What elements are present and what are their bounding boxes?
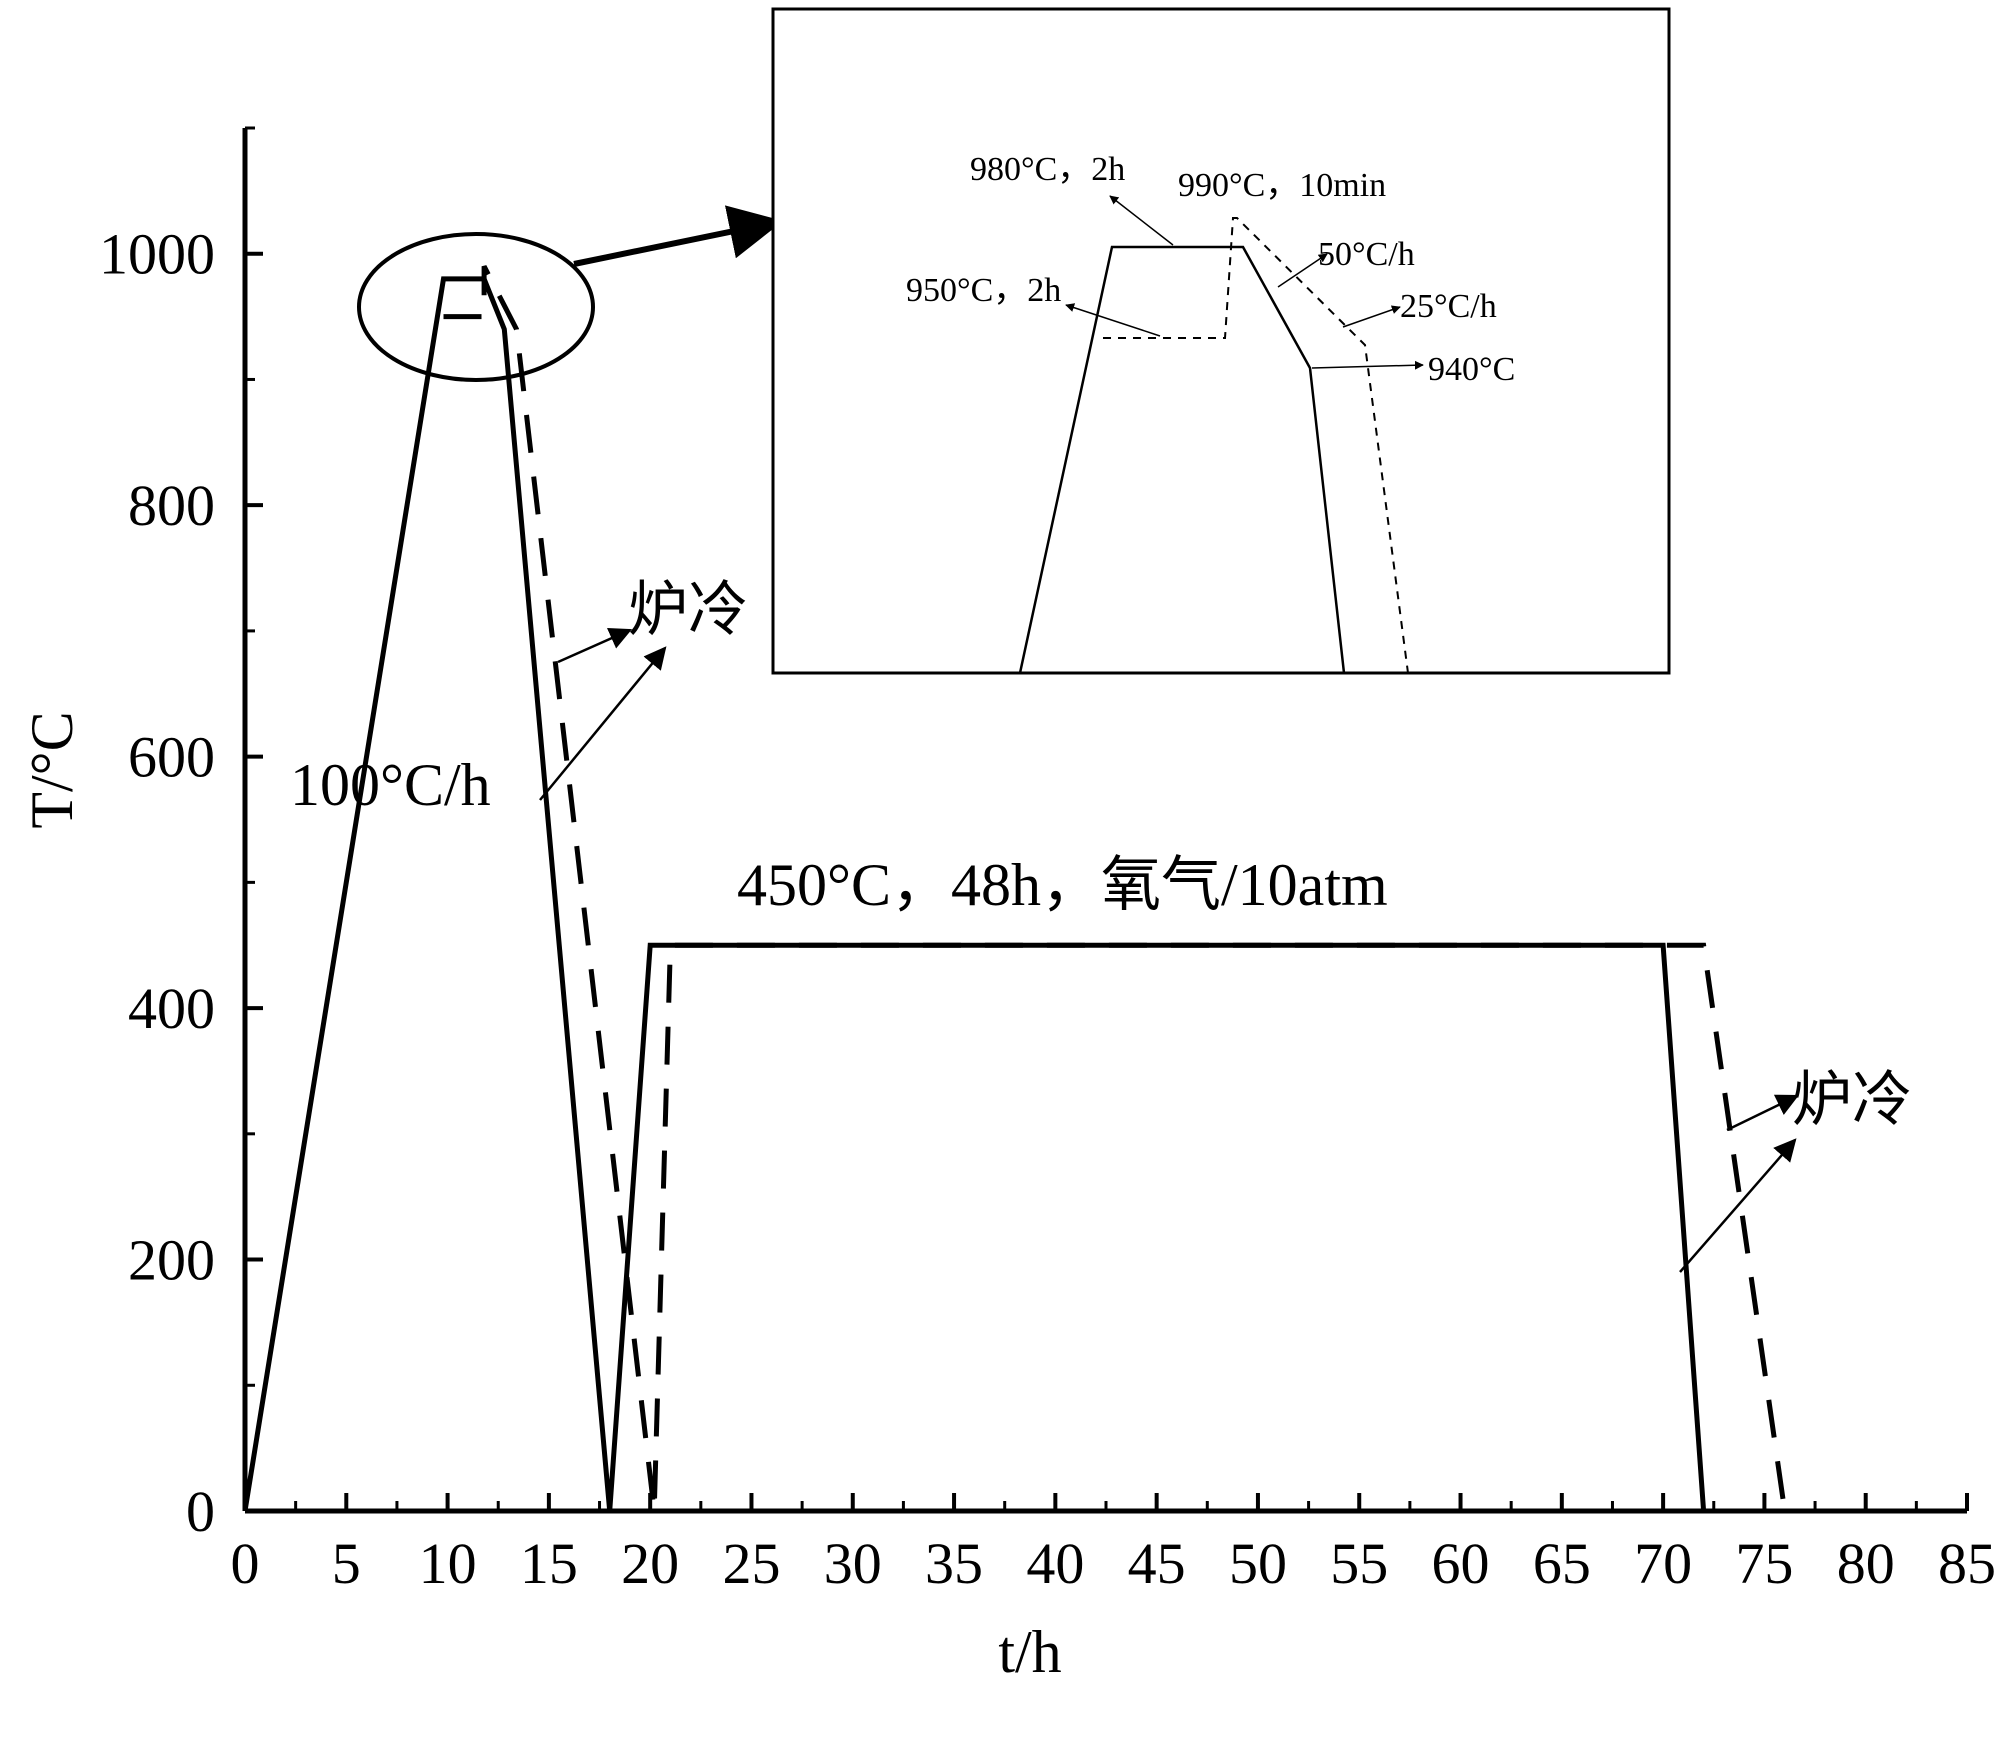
x-tick-label: 15	[520, 1531, 578, 1596]
x-tick-label: 20	[621, 1531, 679, 1596]
annotation-arrows	[539, 627, 1800, 1273]
x-tick-label: 70	[1634, 1531, 1692, 1596]
x-tick-label: 35	[925, 1531, 983, 1596]
y-tick-label: 1000	[99, 222, 215, 287]
zoom-pointer-arrow	[573, 205, 784, 267]
y-tick-label: 200	[128, 1228, 215, 1293]
furnace-cool-2-arrow-solid	[1679, 1138, 1797, 1273]
x-tick-label: 45	[1128, 1531, 1186, 1596]
y-axis-title: T/°C	[19, 711, 85, 828]
inset-label-990: 990°C，10min	[1178, 167, 1386, 204]
x-tick-label: 5	[332, 1531, 361, 1596]
x-tick-label: 25	[722, 1531, 780, 1596]
zoom-highlight-ellipse	[357, 232, 595, 382]
x-tick-label: 10	[419, 1531, 477, 1596]
x-ticks: 0 5 10 15 20 25 30 35 40 45 50 55 60 65 70 75 80 85	[231, 1493, 1996, 1596]
x-tick-label: 40	[1026, 1531, 1084, 1596]
series-dashed-line	[443, 265, 1788, 1512]
furnace-cool-1-arrow-dashed	[557, 627, 633, 664]
y-tick-label: 600	[128, 725, 215, 790]
inset-arrow-940	[1311, 360, 1424, 370]
inset-arrow-980	[1109, 195, 1174, 246]
x-tick-label: 30	[824, 1531, 882, 1596]
inset-arrow-950	[1065, 303, 1161, 337]
y-tick-label: 800	[128, 473, 215, 538]
inset-dashed-curve	[1103, 217, 1409, 674]
y-tick-label: 400	[128, 976, 215, 1041]
annotation-anneal: 450°C，48h，氧气/10atm	[737, 852, 1388, 918]
annotation-furnace-cool-2: 炉冷	[1792, 1067, 1912, 1133]
inset-solid-curve	[1018, 245, 1346, 674]
annotation-rate: 100°C/h	[290, 752, 491, 818]
y-ticks: 0 200 400 600 800 1000	[99, 126, 263, 1544]
x-tick-label: 55	[1330, 1531, 1388, 1596]
x-tick-label: 0	[231, 1531, 260, 1596]
inset-arrow-50	[1277, 253, 1328, 288]
x-axis-title: t/h	[998, 1619, 1061, 1685]
inset-label-50: 50°C/h	[1318, 236, 1415, 273]
inset-label-980: 980°C，2h	[970, 151, 1125, 188]
inset-frame	[771, 7, 1671, 675]
x-tick-label: 80	[1837, 1531, 1895, 1596]
inset-zoom: 980°C，2h 990°C，10min 950°C，2h 50°C/h 25°…	[771, 7, 1671, 675]
inset-label-25: 25°C/h	[1400, 288, 1497, 325]
annotation-furnace-cool-1: 炉冷	[628, 577, 748, 643]
inset-arrow-25	[1342, 305, 1401, 328]
x-tick-label: 65	[1533, 1531, 1591, 1596]
y-tick-label: 0	[186, 1479, 215, 1544]
inset-label-940: 940°C	[1428, 351, 1515, 388]
x-tick-label: 60	[1432, 1531, 1490, 1596]
furnace-cool-1-arrow-solid	[539, 646, 667, 801]
furnace-cool-2-arrow-dashed	[1726, 1094, 1800, 1132]
inset-label-950: 950°C，2h	[906, 272, 1061, 309]
x-tick-label: 85	[1938, 1531, 1996, 1596]
series-layer	[242, 265, 1788, 1512]
x-tick-label: 75	[1735, 1531, 1793, 1596]
x-tick-label: 50	[1229, 1531, 1287, 1596]
